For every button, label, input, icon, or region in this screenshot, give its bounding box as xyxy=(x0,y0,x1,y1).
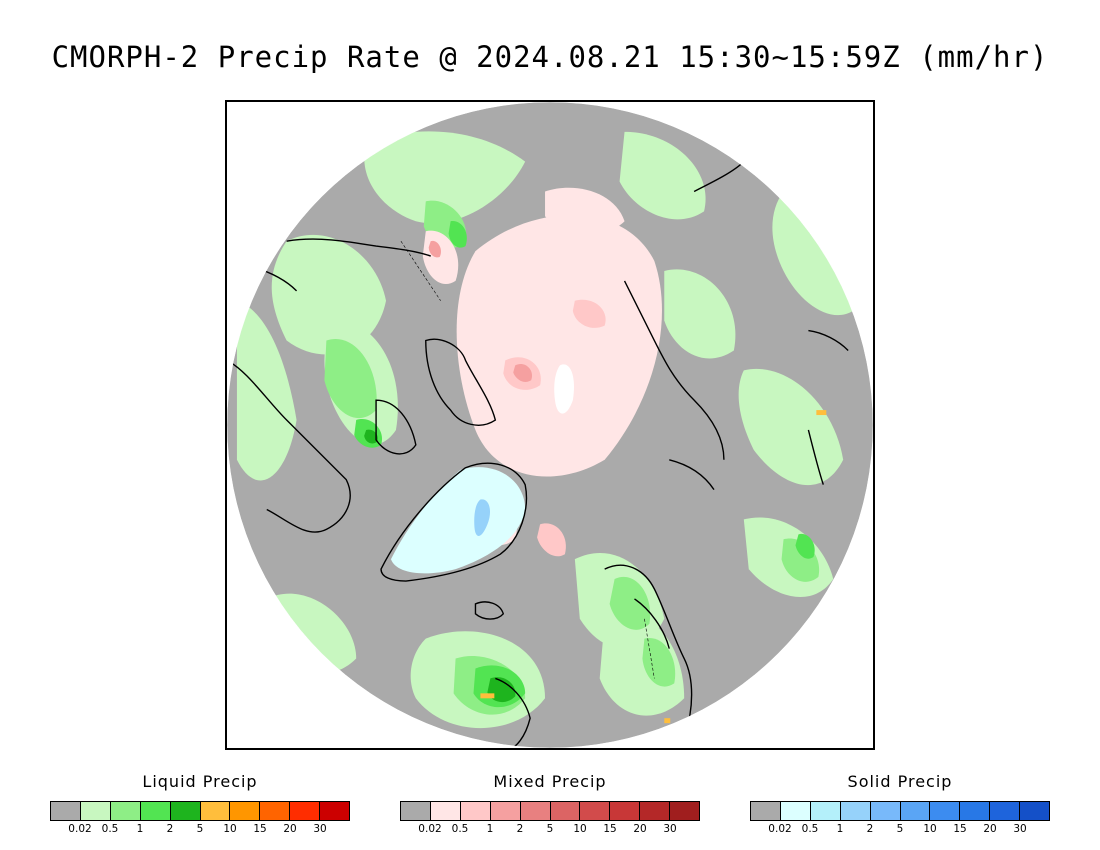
legend-swatch xyxy=(900,802,931,820)
legend-swatch xyxy=(1020,802,1050,820)
legend-tick-label: 10 xyxy=(923,823,937,835)
legend-swatch xyxy=(401,802,431,820)
legend-swatch xyxy=(550,802,581,820)
legend-swatch xyxy=(640,802,671,820)
precip-field xyxy=(227,102,873,748)
legend-swatch xyxy=(960,802,991,820)
legend-swatch xyxy=(51,802,81,820)
british-isles-coast xyxy=(495,677,531,748)
legend-tick-label: 15 xyxy=(603,823,617,835)
solid-medium-areas xyxy=(474,499,491,536)
legend-swatch xyxy=(430,802,461,820)
legend-tick-label: 2 xyxy=(516,823,524,835)
borders xyxy=(400,240,655,679)
legend-swatch xyxy=(810,802,841,820)
legend-swatches xyxy=(400,801,700,821)
iceland-coast xyxy=(474,601,505,620)
legend-swatch xyxy=(520,802,551,820)
legend-tick-label: 1 xyxy=(136,823,144,835)
legend-swatch xyxy=(230,802,261,820)
arctic-islands-coast xyxy=(425,338,497,426)
legend-tick-label: 10 xyxy=(573,823,587,835)
legend-title: Solid Precip xyxy=(847,772,953,791)
legend-tick-label: 5 xyxy=(546,823,554,835)
legend-swatch xyxy=(80,802,111,820)
legend-tick-label: 10 xyxy=(223,823,237,835)
legend-tick-label: 30 xyxy=(663,823,677,835)
legend-swatch xyxy=(580,802,611,820)
legend-ticks: 0.02 0.5 1 2 5 10 15 20 30 xyxy=(400,823,700,837)
legend-tick-label: 1 xyxy=(836,823,844,835)
coastlines xyxy=(227,131,849,748)
legend-tick-label: 20 xyxy=(983,823,997,835)
legend-swatch xyxy=(320,802,350,820)
polar-map xyxy=(225,100,875,750)
solid-light-areas xyxy=(390,467,526,574)
legend-tick-label: 30 xyxy=(1013,823,1027,835)
legend-tick-label: 0.5 xyxy=(451,823,469,835)
legend-swatch xyxy=(751,802,781,820)
legend-swatch xyxy=(170,802,201,820)
legend-tick-label: 20 xyxy=(283,823,297,835)
legend-tick-label: 1 xyxy=(486,823,494,835)
legend-mixed: Mixed Precip 0.02 0.5 1 2 5 10 15 20 30 xyxy=(400,772,700,837)
legend-tick-label: 0.02 xyxy=(68,823,92,835)
legend-tick-label: 0.5 xyxy=(801,823,819,835)
legend-swatch xyxy=(140,802,171,820)
legend-ticks: 0.02 0.5 1 2 5 10 15 20 30 xyxy=(50,823,350,837)
legend-swatch xyxy=(930,802,961,820)
legend-tick-label: 30 xyxy=(313,823,327,835)
alaska-coast xyxy=(286,238,431,257)
mixed-medium-areas xyxy=(503,299,606,557)
legend-tick-label: 0.02 xyxy=(768,823,792,835)
legend-tick-label: 15 xyxy=(953,823,967,835)
liquid-heavy-areas xyxy=(364,429,516,703)
legend-title: Liquid Precip xyxy=(142,772,258,791)
page-title: CMORPH-2 Precip Rate @ 2024.08.21 15:30~… xyxy=(51,40,1049,74)
legend-tick-label: 2 xyxy=(166,823,174,835)
legend-swatch xyxy=(870,802,901,820)
legend-swatches xyxy=(50,801,350,821)
legend-swatches xyxy=(750,801,1050,821)
legend-tick-label: 2 xyxy=(866,823,874,835)
legend-swatch xyxy=(840,802,871,820)
greenland-coast xyxy=(380,462,528,582)
legend-tick-label: 0.5 xyxy=(101,823,119,835)
legend-swatch xyxy=(110,802,141,820)
mixed-strong-areas xyxy=(428,240,533,382)
legend-swatch xyxy=(200,802,231,820)
legend-ticks: 0.02 0.5 1 2 5 10 15 20 30 xyxy=(750,823,1050,837)
legend-swatch xyxy=(780,802,811,820)
legend-swatch xyxy=(670,802,700,820)
legend-tick-label: 0.02 xyxy=(418,823,442,835)
legend-swatch xyxy=(490,802,521,820)
legend-tick-label: 20 xyxy=(633,823,647,835)
legend-swatch xyxy=(290,802,321,820)
legend-tick-label: 15 xyxy=(253,823,267,835)
no-data-area xyxy=(554,364,574,414)
legend-tick-label: 5 xyxy=(896,823,904,835)
liquid-orange-cells xyxy=(480,410,827,724)
polar-map-svg xyxy=(227,102,873,748)
legend-swatch xyxy=(990,802,1021,820)
legend-title: Mixed Precip xyxy=(493,772,607,791)
legend-liquid: Liquid Precip 0.02 0.5 1 2 5 10 15 20 30 xyxy=(50,772,350,837)
legend-swatch xyxy=(610,802,641,820)
scandinavia-coast xyxy=(604,564,693,739)
legend-tick-label: 5 xyxy=(196,823,204,835)
legend-swatch xyxy=(460,802,491,820)
legend-solid: Solid Precip 0.02 0.5 1 2 5 10 15 20 30 xyxy=(750,772,1050,837)
legend-swatch xyxy=(260,802,291,820)
